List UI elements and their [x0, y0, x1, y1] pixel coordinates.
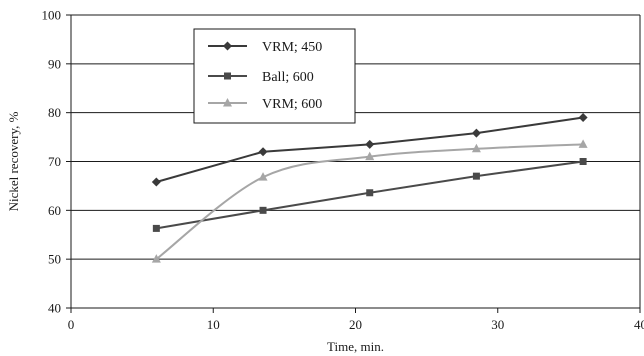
- legend-entry: VRM; 450: [208, 40, 322, 55]
- legend-entry: Ball; 600: [208, 70, 314, 85]
- legend-label: VRM; 600: [262, 97, 322, 112]
- x-axis-title: Time, min.: [327, 339, 384, 354]
- legend-marker: [223, 41, 232, 51]
- series-layer: [151, 113, 588, 263]
- data-point: [258, 172, 268, 181]
- legend-marker: [224, 72, 231, 80]
- y-axis-title: Nickel recovery, %: [6, 111, 21, 211]
- data-point: [365, 139, 375, 149]
- y-tick-label: 80: [48, 105, 61, 120]
- y-tick-label: 100: [42, 8, 62, 23]
- data-point: [472, 172, 480, 180]
- data-point: [151, 254, 161, 263]
- y-tick-label: 40: [48, 301, 61, 316]
- data-point: [578, 139, 588, 148]
- legend-label: Ball; 600: [262, 70, 314, 85]
- data-point: [471, 128, 481, 138]
- y-tick-label: 90: [48, 56, 61, 71]
- data-point: [258, 147, 268, 157]
- data-point: [151, 177, 161, 187]
- data-point: [152, 224, 160, 232]
- y-tick-label: 60: [48, 203, 61, 218]
- y-tick-label: 50: [48, 252, 61, 267]
- legend-entry: VRM; 600: [208, 97, 322, 112]
- x-tick-label: 30: [491, 317, 504, 332]
- x-tick-label: 20: [349, 317, 362, 332]
- y-tick-label: 70: [48, 154, 61, 169]
- series-1: [151, 113, 588, 187]
- legend: VRM; 450 Ball; 600 VRM; 600: [193, 28, 356, 124]
- data-point: [259, 206, 267, 214]
- legend-label: VRM; 450: [262, 40, 322, 55]
- legend-marker: [223, 98, 232, 107]
- data-point: [365, 151, 375, 161]
- series-2: [152, 158, 587, 232]
- x-tick-label: 40: [634, 317, 644, 332]
- data-point: [579, 158, 587, 165]
- data-point: [366, 189, 374, 197]
- data-point: [578, 113, 588, 123]
- x-tick-label: 0: [68, 317, 75, 332]
- tick-labels: 40 50 60 70 80 90 100 0 10 20 30 40: [42, 8, 644, 333]
- series-3: [151, 139, 588, 263]
- x-tick-label: 10: [207, 317, 220, 332]
- axes: [66, 14, 641, 313]
- data-point: [471, 143, 481, 153]
